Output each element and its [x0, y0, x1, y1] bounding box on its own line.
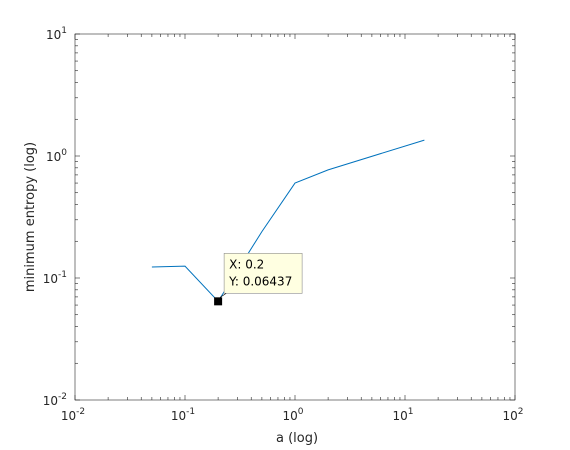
tick-exponent: 1 [61, 26, 67, 36]
datatip-text: Y: 0.06437 [228, 274, 292, 288]
tick-exponent: 0 [61, 148, 67, 158]
tick-label: 10-1 [43, 270, 67, 286]
tick-exponent: -2 [58, 392, 67, 402]
tick-label: 10-1 [171, 407, 195, 423]
tick-exponent: -1 [186, 407, 195, 417]
tick-base: 10 [43, 394, 58, 408]
tick-base: 10 [61, 409, 76, 423]
plot-area [74, 33, 516, 401]
tick-base: 10 [171, 409, 186, 423]
tick-label: 101 [392, 407, 413, 423]
tick-exponent: -2 [76, 407, 85, 417]
tick-base: 10 [392, 409, 407, 423]
tick-exponent: 2 [518, 407, 524, 417]
tick-label: 100 [282, 407, 303, 423]
tick-base: 10 [282, 409, 297, 423]
datatip-text: X: 0.2 [229, 257, 264, 271]
tick-label: 10-2 [43, 392, 67, 408]
data-line [151, 139, 425, 303]
tick-base: 10 [502, 409, 517, 423]
tick-base: 10 [43, 272, 58, 286]
tick-label: 10-2 [61, 407, 85, 423]
datatip-marker [214, 297, 223, 306]
tick-exponent: 0 [298, 407, 304, 417]
tick-label: 100 [46, 148, 67, 164]
tick-label: 102 [502, 407, 523, 423]
datatip-pointer [219, 293, 227, 298]
datatip-box [223, 253, 303, 294]
tick-base: 10 [46, 28, 61, 42]
y-axis-label: minimum entropy (log) [23, 142, 38, 292]
tick-base: 10 [46, 150, 61, 164]
tick-exponent: 1 [408, 407, 414, 417]
tick-label: 101 [46, 26, 67, 42]
x-axis-label: a (log) [276, 431, 318, 446]
tick-exponent: -1 [58, 270, 67, 280]
